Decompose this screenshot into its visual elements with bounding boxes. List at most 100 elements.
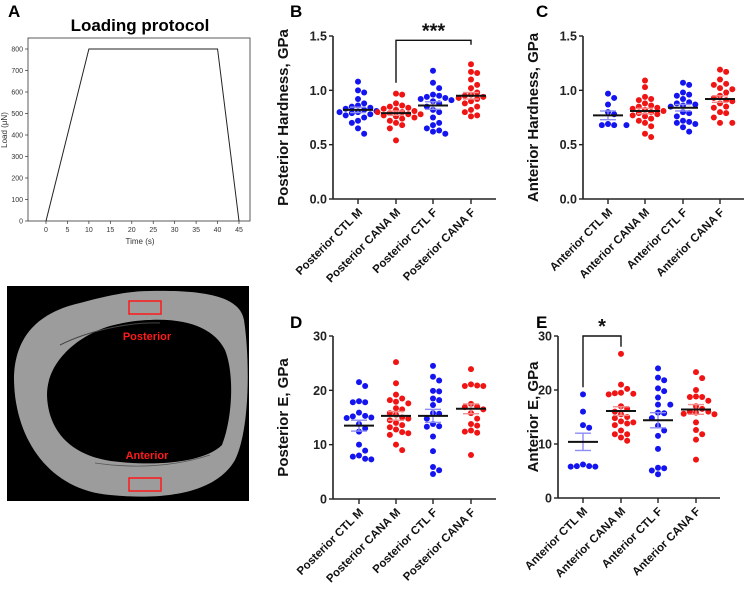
data-point — [580, 408, 586, 415]
data-point — [386, 397, 393, 404]
data-point — [642, 130, 648, 137]
data-point — [461, 382, 468, 389]
data-point — [667, 103, 674, 110]
data-point — [624, 385, 631, 392]
chart-a-loading-protocol: Loading protocol 0 5 10 15 20 25 30 35 40 45 0 100 20… — [0, 16, 251, 246]
y-tick-label: 100 — [11, 197, 23, 204]
y-tick-label: 600 — [11, 90, 23, 97]
data-point — [430, 373, 436, 380]
chart-c: 0.0 0.5 1.0 1.5 Anterior Hardness, GPa Anteri… — [525, 30, 744, 281]
data-point — [618, 350, 624, 357]
data-point — [580, 391, 586, 398]
y-tick-label: 200 — [11, 176, 23, 183]
data-point — [461, 109, 468, 116]
data-point — [474, 103, 481, 110]
data-point — [393, 398, 399, 405]
significance-label: *** — [422, 20, 446, 42]
data-point — [461, 428, 468, 435]
data-point — [417, 111, 424, 118]
data-point — [393, 359, 399, 366]
data-point — [342, 105, 349, 112]
data-point — [399, 422, 406, 429]
data-point — [362, 412, 369, 419]
data-point — [417, 96, 424, 103]
data-point — [393, 380, 399, 387]
data-point — [605, 391, 612, 398]
data-point — [430, 448, 436, 455]
data-point — [468, 451, 474, 458]
data-point — [717, 85, 723, 92]
data-point — [430, 128, 436, 135]
data-point — [393, 90, 399, 97]
data-point — [586, 463, 593, 470]
data-point — [362, 399, 369, 406]
data-point — [642, 100, 648, 107]
data-point — [399, 122, 406, 129]
data-point — [605, 101, 611, 108]
data-point — [642, 84, 648, 91]
data-point — [630, 419, 637, 426]
data-point — [399, 91, 406, 98]
data-point — [367, 111, 374, 118]
data-point — [605, 121, 611, 128]
data-point — [710, 104, 717, 111]
data-point — [655, 394, 661, 401]
data-point — [430, 463, 436, 470]
data-point — [468, 76, 474, 83]
data-point — [635, 97, 642, 104]
x-tick-label: 0 — [44, 227, 48, 234]
load-curve — [45, 48, 240, 222]
chart-title: Loading protocol — [71, 16, 210, 35]
data-point — [436, 92, 443, 99]
data-point — [468, 106, 474, 113]
data-point — [717, 109, 723, 116]
data-point — [474, 69, 481, 76]
data-point — [693, 456, 699, 463]
data-point — [474, 429, 481, 436]
data-point — [356, 452, 362, 459]
data-point — [611, 111, 618, 118]
data-point — [355, 125, 361, 132]
plot-frame — [27, 37, 251, 222]
y-tick-label: 0 — [19, 219, 23, 226]
category-label: Anterior CTL M — [523, 506, 590, 573]
data-point — [362, 425, 369, 432]
data-point — [349, 453, 356, 460]
data-point — [393, 391, 399, 398]
data-point — [430, 122, 436, 129]
data-point — [592, 463, 599, 470]
data-point — [405, 400, 412, 407]
data-point — [580, 422, 586, 429]
data-point — [648, 115, 655, 122]
data-point — [356, 398, 362, 405]
data-point — [355, 78, 361, 85]
data-point — [673, 113, 680, 120]
x-tick-label: 15 — [106, 227, 114, 234]
x-tick-label: 10 — [85, 227, 93, 234]
y-tick-label: 0 — [545, 492, 552, 506]
x-tick-label: 40 — [214, 227, 222, 234]
data-point — [661, 465, 668, 472]
data-point — [430, 79, 436, 86]
data-point — [355, 96, 361, 103]
data-point — [648, 134, 655, 141]
data-point — [436, 388, 443, 395]
data-point — [717, 66, 723, 73]
data-point — [693, 436, 699, 443]
data-point — [686, 118, 693, 125]
data-point — [654, 104, 661, 111]
data-point — [361, 100, 368, 107]
data-point — [580, 461, 586, 468]
x-tick-label: 20 — [128, 227, 136, 234]
bone-ring — [14, 290, 248, 497]
data-point — [436, 127, 443, 134]
data-point — [680, 89, 686, 96]
data-point — [436, 423, 443, 430]
posterior-label: Posterior — [123, 331, 172, 343]
data-point — [655, 471, 661, 478]
data-point — [642, 93, 648, 100]
data-point — [711, 411, 718, 418]
data-point — [393, 405, 399, 412]
category-label: Anterior CANA F — [630, 506, 703, 579]
